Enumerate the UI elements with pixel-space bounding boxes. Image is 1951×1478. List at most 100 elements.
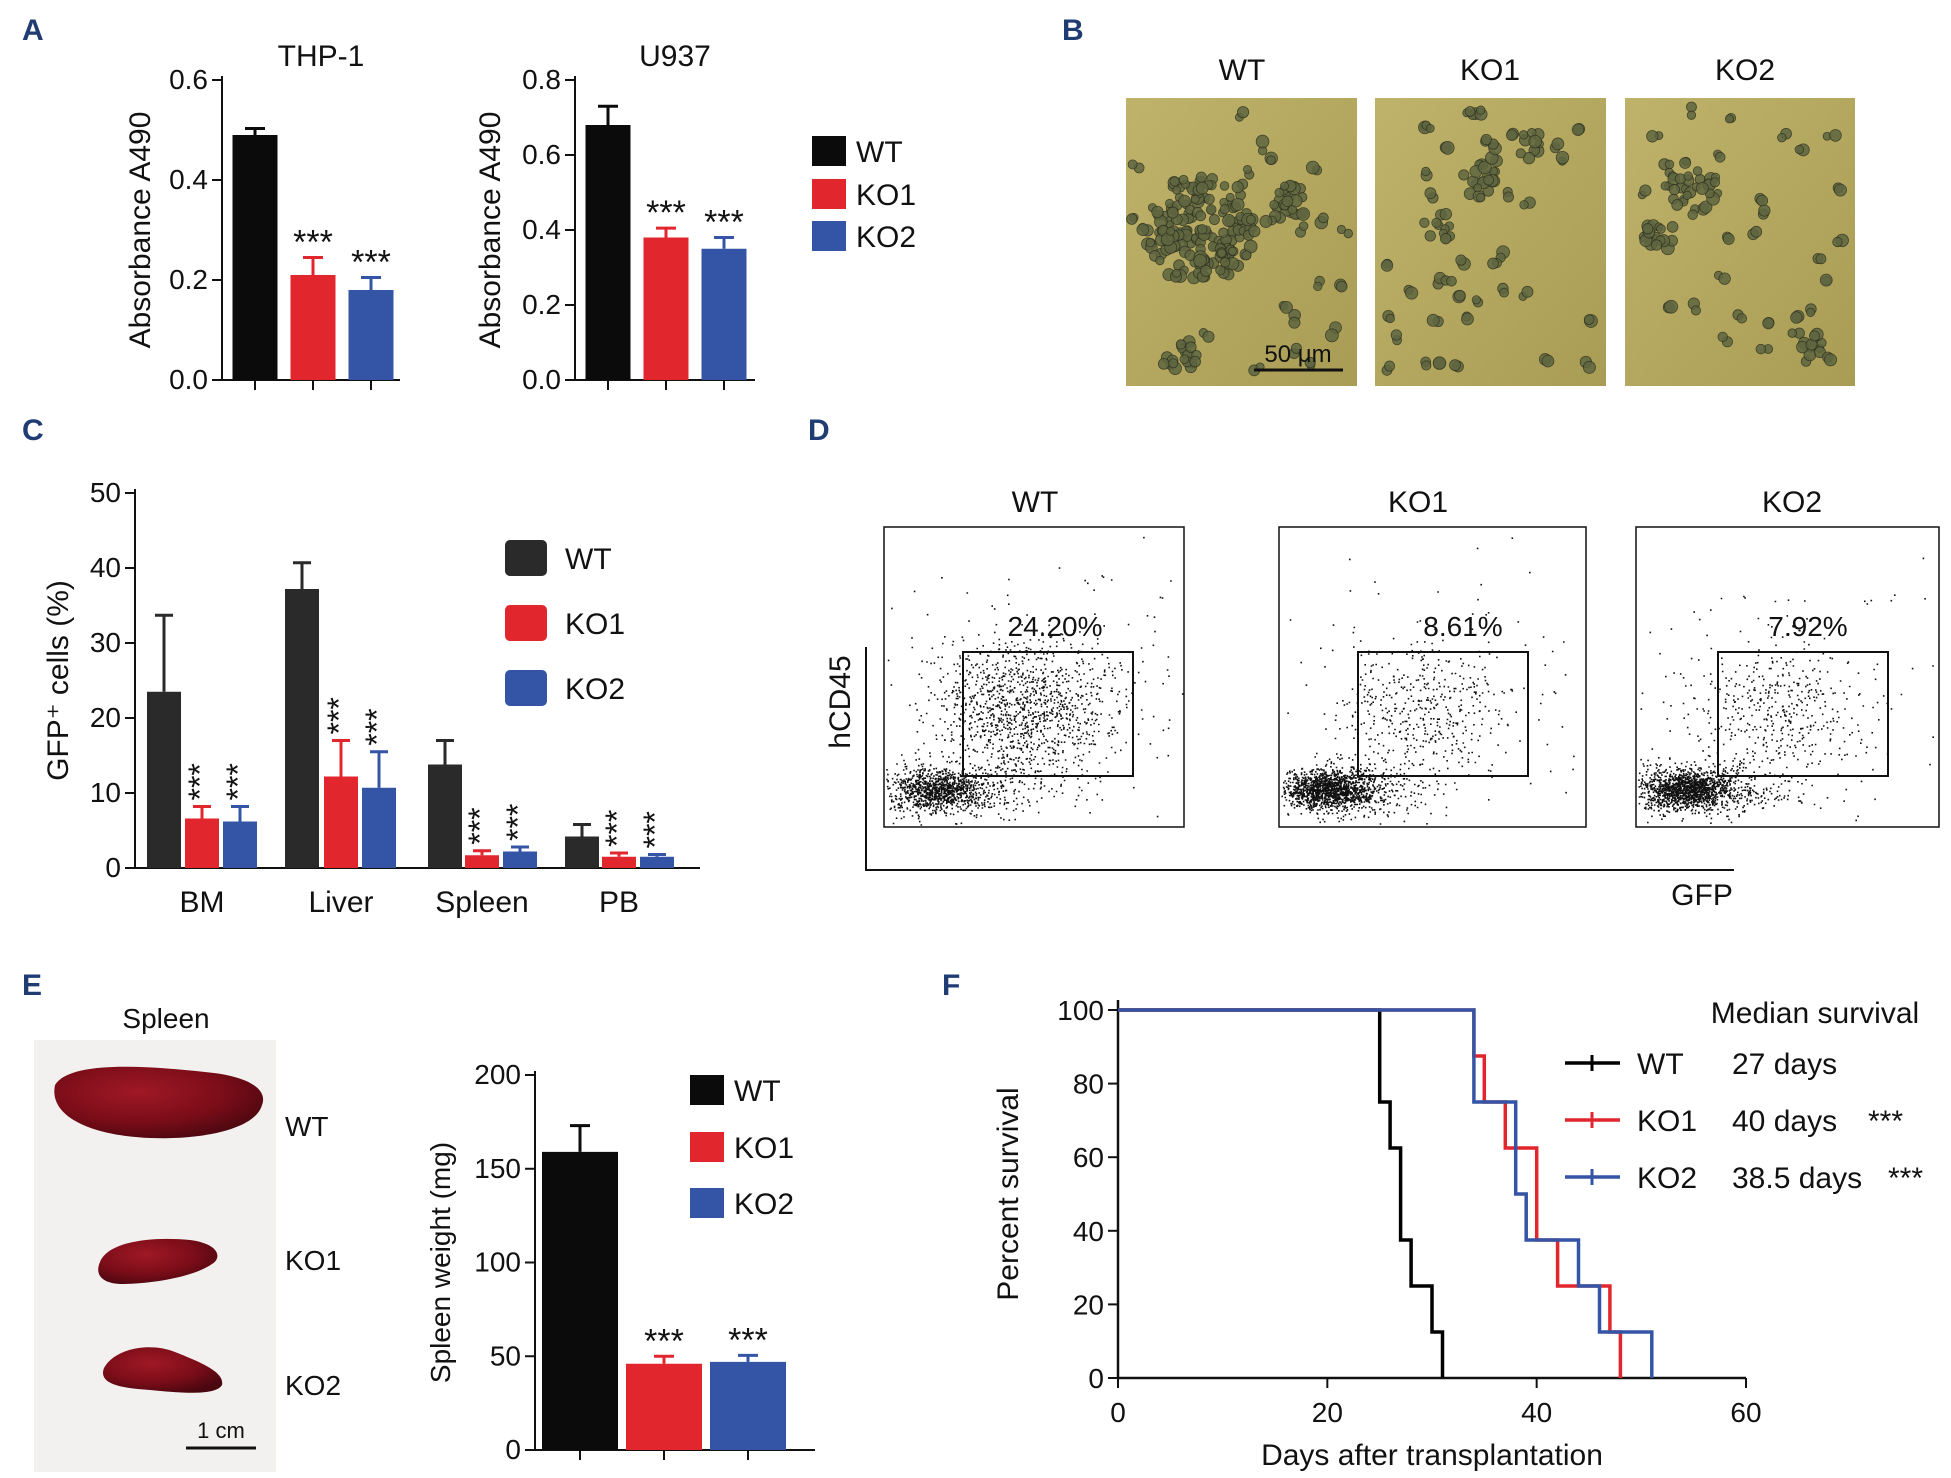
bar-spleen-wt xyxy=(428,764,462,868)
cell-cluster xyxy=(1473,183,1483,193)
single-cell xyxy=(1541,354,1555,368)
cell-cluster xyxy=(1231,197,1245,212)
flow-dots xyxy=(886,536,1934,826)
cell-cluster xyxy=(1656,224,1666,234)
single-cell xyxy=(1686,101,1697,113)
single-cell xyxy=(1455,254,1467,266)
bar-liver-ko2 xyxy=(362,787,396,868)
bar-liver-ko1 xyxy=(324,776,358,868)
single-cell xyxy=(1717,331,1728,343)
gfp-positive-population xyxy=(909,614,1144,808)
bar-spleen-ko1 xyxy=(465,855,499,868)
cell-cluster xyxy=(1225,192,1235,202)
negative-population xyxy=(1282,749,1458,825)
legend-swatch-wt xyxy=(505,540,547,576)
legend-swatch-ko1 xyxy=(812,179,846,209)
legend-label-ko2: KO2 xyxy=(565,673,625,706)
flow-plot-wt xyxy=(883,526,1185,828)
single-cell xyxy=(1736,313,1747,324)
significance-stars: *** xyxy=(599,810,635,847)
micro-title-wt: WT xyxy=(1219,54,1266,87)
single-cell xyxy=(1519,200,1529,210)
spleen-label-ko2: KO2 xyxy=(285,1370,341,1401)
single-cell xyxy=(1809,330,1820,342)
single-cell xyxy=(1454,289,1466,302)
cell-cluster xyxy=(1195,210,1207,222)
flow-ylabel: hCD45 xyxy=(824,655,857,748)
survival-curve-ko2 xyxy=(1118,1008,1654,1378)
single-cell xyxy=(1305,160,1320,175)
significance-stars: *** xyxy=(637,811,673,848)
legend-label-wt: WT xyxy=(734,1075,781,1108)
spleen-label-wt: WT xyxy=(285,1111,329,1142)
bar-ko2 xyxy=(710,1361,786,1450)
legend-median-ko2: 38.5 days xyxy=(1732,1162,1862,1195)
single-cell xyxy=(1288,316,1301,329)
x-category-label: BM xyxy=(180,886,225,919)
chart-title: U937 xyxy=(639,40,711,73)
y-axis-label: Absorbance A490 xyxy=(474,112,507,349)
y-tick-label: 10 xyxy=(90,777,121,808)
single-cell xyxy=(1236,106,1250,119)
single-cell xyxy=(1220,257,1231,268)
x-category-label: PB xyxy=(599,886,639,919)
spleen-wt xyxy=(54,1066,264,1139)
single-cell xyxy=(1806,307,1816,317)
y-axis-label: Percent survival xyxy=(992,1087,1025,1300)
y-tick-label: 100 xyxy=(1057,995,1104,1026)
x-category-label: Liver xyxy=(308,886,373,919)
cell-cluster xyxy=(1478,160,1492,175)
cell-cluster xyxy=(1190,194,1200,204)
bar-pb-ko1 xyxy=(602,856,636,868)
single-cell xyxy=(1718,272,1731,285)
significance-stars: *** xyxy=(728,1321,768,1359)
significance-stars: *** xyxy=(646,194,686,232)
legend-label-ko2: KO2 xyxy=(734,1188,794,1221)
y-tick-label: 0.2 xyxy=(169,264,208,295)
spleen-photo-title: Spleen xyxy=(122,1003,209,1034)
flow-plot-ko2 xyxy=(1635,526,1940,828)
flow-title-ko1: KO1 xyxy=(1388,486,1448,519)
bar-pb-ko2 xyxy=(640,856,674,868)
single-cell xyxy=(1172,268,1182,278)
gate-percent-ko1: 8.61% xyxy=(1423,611,1502,642)
single-cell xyxy=(1722,232,1735,245)
single-cell xyxy=(1690,305,1701,316)
legend-label-wt: WT xyxy=(1637,1048,1684,1081)
single-cell xyxy=(1189,355,1201,368)
single-cell xyxy=(1499,287,1509,298)
y-tick-label: 100 xyxy=(474,1247,521,1278)
cell-cluster xyxy=(1185,341,1197,353)
cell-cluster xyxy=(1274,187,1285,198)
y-tick-label: 0.4 xyxy=(169,164,208,195)
single-cell xyxy=(1432,356,1447,370)
single-cell xyxy=(1335,280,1348,293)
single-cell xyxy=(1695,181,1709,195)
panel-label-D: D xyxy=(808,414,830,447)
single-cell xyxy=(1755,343,1767,355)
cell-cluster xyxy=(1296,207,1310,221)
single-cell xyxy=(1464,106,1476,117)
single-cell xyxy=(1266,155,1276,165)
single-cell xyxy=(1487,257,1499,270)
bar-ko2 xyxy=(348,290,394,380)
single-cell xyxy=(1168,358,1179,369)
cell-cluster xyxy=(1419,217,1430,228)
cell-cluster xyxy=(1682,190,1692,200)
cell-cluster xyxy=(1215,265,1226,276)
single-cell xyxy=(1480,133,1492,146)
chart-u937: 0.0 0.2 0.4 0.6 0.8 *** *** U937 Absorbance A490 xyxy=(474,40,755,395)
y-tick-label: 0.0 xyxy=(522,364,561,395)
cell-cluster xyxy=(1218,227,1229,238)
significance-stars: *** xyxy=(220,763,256,800)
scattered-events xyxy=(1287,537,1575,801)
single-cell xyxy=(1304,356,1316,369)
single-cell xyxy=(1790,311,1803,324)
spleen-ko2 xyxy=(103,1347,223,1393)
y-tick-label: 0.4 xyxy=(522,214,561,245)
single-cell xyxy=(1664,159,1675,170)
single-cell xyxy=(1384,360,1396,372)
cell-cluster xyxy=(1458,169,1470,181)
